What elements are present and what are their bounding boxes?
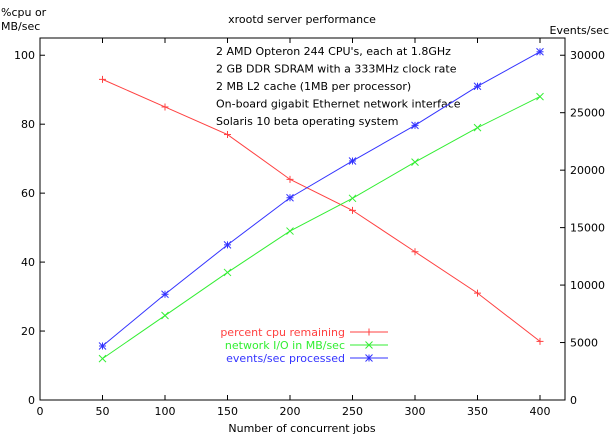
data-point [161,290,169,299]
data-point [473,123,482,132]
series-line-1 [102,96,541,360]
y-right-tick-label: 20000 [570,164,605,177]
data-point [224,131,231,139]
legend-marker [365,354,373,362]
y-left-tick-label: 100 [14,49,35,62]
y-left-tick-label: 0 [28,394,35,407]
legend-label: percent cpu remaining [220,326,345,339]
data-point [223,268,232,277]
legend-label: events/sec processed [226,352,345,365]
data-point [411,121,419,130]
x-tick-label: 50 [96,405,110,418]
y-left-tick-label: 20 [21,325,35,338]
data-point [474,289,481,297]
data-point [223,241,232,249]
y-left-tick-label: 60 [21,187,35,200]
spec-line: 2 AMD Opteron 244 CPU's, each at 1.8GHz [216,45,451,58]
data-point [161,311,169,320]
data-point [286,227,294,235]
y-axis-left-label-line: %cpu or [1,6,47,19]
y-axis-left-label-line: MB/sec [1,20,40,33]
x-tick-label: 200 [280,405,301,418]
y-axis-right-label: Events/sec [550,24,610,37]
data-point [349,206,356,214]
spec-line: 2 GB DDR SDRAM with a 333MHz clock rate [216,63,457,76]
x-tick-label: 250 [342,405,363,418]
legend-marker [365,341,373,349]
x-tick-label: 400 [530,405,551,418]
y-axis-left-label: %cpu or MB/sec [1,6,47,33]
data-point [411,158,419,166]
data-point [98,342,107,350]
data-point [286,175,294,183]
system-specs-annotation: 2 AMD Opteron 244 CPU's, each at 1.8GHz 2… [216,45,461,128]
y-left-tick-label: 80 [21,118,35,131]
x-tick-label: 150 [217,405,238,418]
data-point [411,248,419,256]
data-point [348,194,357,203]
spec-line: On-board gigabit Ethernet network interf… [216,98,461,111]
data-point [348,157,357,165]
y-right-tick-label: 30000 [570,49,605,62]
data-point [286,193,294,202]
data-point [536,47,544,56]
chart-title: xrootd server performance [228,13,376,26]
plot-frame [39,37,566,401]
data-point [99,75,106,83]
y-right-tick-label: 25000 [570,107,605,120]
spec-line: Solaris 10 beta operating system [216,115,398,128]
y-right-tick-label: 15000 [570,222,605,235]
data-point [473,82,482,91]
y-right-tick-label: 10000 [570,279,605,292]
data-point [536,92,544,101]
x-tick-label: 100 [155,405,176,418]
x-axis-label: Number of concurrent jobs [228,422,375,435]
x-tick-label: 0 [37,405,44,418]
y-right-tick-label: 0 [570,394,577,407]
legend-label: network I/O in MB/sec [225,339,345,352]
x-tick-label: 300 [405,405,426,418]
y-left-tick-label: 40 [21,256,35,269]
x-tick-label: 350 [467,405,488,418]
y-right-tick-label: 5000 [570,337,598,350]
data-point [98,354,107,363]
series-line-0 [102,78,541,342]
spec-line: 2 MB L2 cache (1MB per processor) [216,80,411,93]
data-point [536,337,544,345]
legend-marker [365,328,373,336]
series-line-2 [102,51,541,347]
data-point [161,103,169,111]
